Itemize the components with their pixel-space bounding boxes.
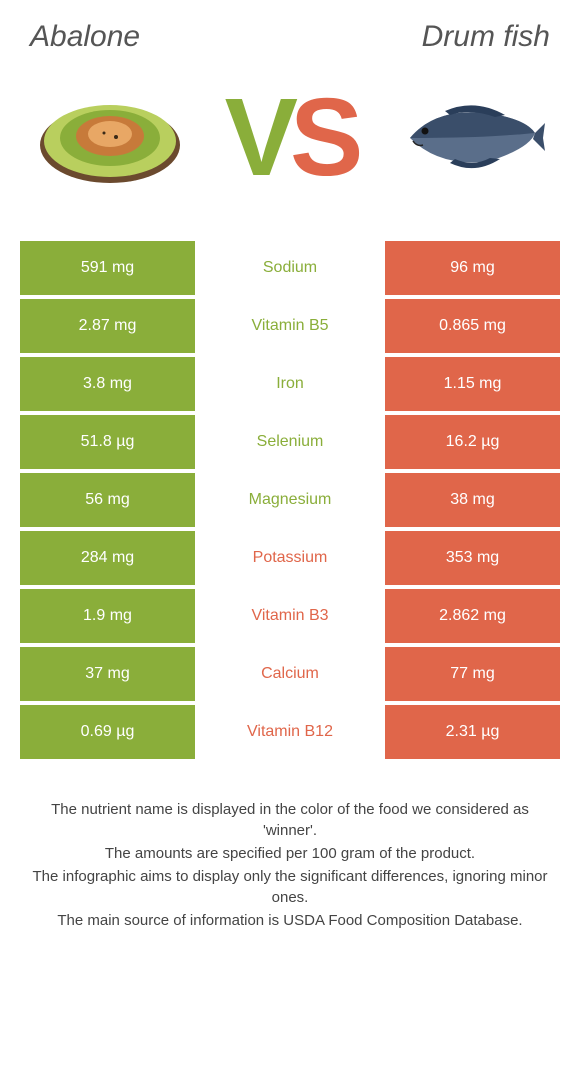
title-right: Drum fish bbox=[422, 20, 550, 54]
nutrient-name: Vitamin B3 bbox=[195, 589, 385, 643]
nutrient-name: Vitamin B12 bbox=[195, 705, 385, 759]
title-left: Abalone bbox=[30, 20, 140, 54]
table-row: 0.69 µgVitamin B122.31 µg bbox=[20, 705, 560, 759]
hero-row: VS bbox=[20, 74, 560, 201]
left-value: 3.8 mg bbox=[20, 357, 195, 411]
table-row: 3.8 mgIron1.15 mg bbox=[20, 357, 560, 411]
footer-line: The nutrient name is displayed in the co… bbox=[30, 799, 550, 841]
left-value: 56 mg bbox=[20, 473, 195, 527]
table-row: 37 mgCalcium77 mg bbox=[20, 647, 560, 701]
nutrient-name: Potassium bbox=[195, 531, 385, 585]
left-value: 1.9 mg bbox=[20, 589, 195, 643]
left-value: 37 mg bbox=[20, 647, 195, 701]
table-row: 2.87 mgVitamin B50.865 mg bbox=[20, 299, 560, 353]
right-value: 16.2 µg bbox=[385, 415, 560, 469]
nutrient-name: Iron bbox=[195, 357, 385, 411]
vs-s: S bbox=[290, 76, 355, 199]
footer-line: The amounts are specified per 100 gram o… bbox=[30, 843, 550, 864]
left-value: 591 mg bbox=[20, 241, 195, 295]
right-value: 2.31 µg bbox=[385, 705, 560, 759]
nutrient-name: Selenium bbox=[195, 415, 385, 469]
footer-line: The infographic aims to display only the… bbox=[30, 866, 550, 908]
right-value: 353 mg bbox=[385, 531, 560, 585]
nutrient-name: Calcium bbox=[195, 647, 385, 701]
left-value: 51.8 µg bbox=[20, 415, 195, 469]
nutrient-name: Sodium bbox=[195, 241, 385, 295]
right-value: 0.865 mg bbox=[385, 299, 560, 353]
right-value: 38 mg bbox=[385, 473, 560, 527]
nutrient-name: Vitamin B5 bbox=[195, 299, 385, 353]
table-row: 56 mgMagnesium38 mg bbox=[20, 473, 560, 527]
table-row: 591 mgSodium96 mg bbox=[20, 241, 560, 295]
right-value: 2.862 mg bbox=[385, 589, 560, 643]
table-row: 1.9 mgVitamin B32.862 mg bbox=[20, 589, 560, 643]
abalone-image bbox=[30, 78, 190, 198]
nutrient-name: Magnesium bbox=[195, 473, 385, 527]
vs-v: V bbox=[225, 76, 290, 199]
right-value: 77 mg bbox=[385, 647, 560, 701]
right-value: 1.15 mg bbox=[385, 357, 560, 411]
header: Abalone Drum fish bbox=[20, 20, 560, 54]
left-value: 0.69 µg bbox=[20, 705, 195, 759]
nutrient-table: 591 mgSodium96 mg2.87 mgVitamin B50.865 … bbox=[20, 241, 560, 759]
table-row: 284 mgPotassium353 mg bbox=[20, 531, 560, 585]
table-row: 51.8 µgSelenium16.2 µg bbox=[20, 415, 560, 469]
drum-fish-image bbox=[390, 78, 550, 198]
vs-label: VS bbox=[225, 74, 356, 201]
footer-line: The main source of information is USDA F… bbox=[30, 910, 550, 931]
footer-notes: The nutrient name is displayed in the co… bbox=[20, 799, 560, 931]
right-value: 96 mg bbox=[385, 241, 560, 295]
left-value: 284 mg bbox=[20, 531, 195, 585]
left-value: 2.87 mg bbox=[20, 299, 195, 353]
